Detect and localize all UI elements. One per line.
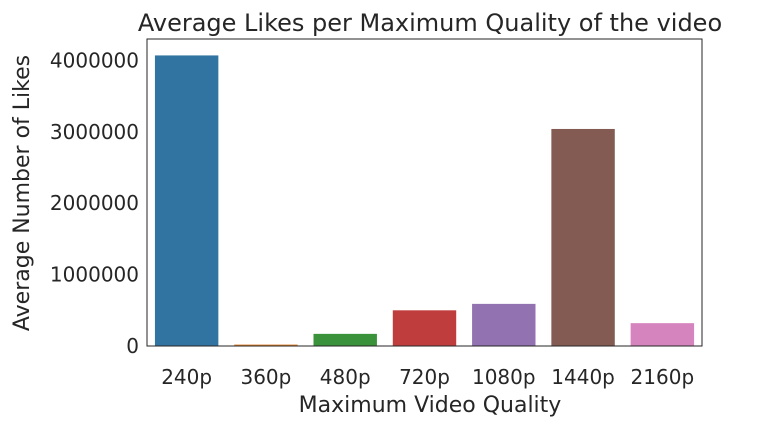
bar-2160p: [630, 323, 695, 346]
y-tick-label: 2000000: [50, 191, 139, 215]
x-tick-label: 1080p: [472, 365, 536, 389]
y-axis-label: Average Number of Likes: [10, 55, 35, 331]
x-tick-label: 480p: [320, 365, 371, 389]
bar-720p: [392, 310, 457, 346]
bar-1080p: [472, 303, 536, 346]
x-tick-label: 360p: [240, 365, 291, 389]
x-tick-label: 240p: [161, 365, 212, 389]
plot-area: 0 1000000 2000000 3000000 4000000 240p 360p 480…: [50, 38, 703, 389]
chart-title: Average Likes per Maximum Quality of the…: [138, 9, 722, 37]
bar-360p: [234, 344, 298, 346]
x-tick-label: 1440p: [551, 365, 615, 389]
plot-frame: [146, 38, 703, 347]
x-tick-label: 720p: [399, 365, 450, 389]
y-tick-label: 4000000: [50, 48, 139, 72]
bar-480p: [313, 333, 377, 346]
y-tick-label: 1000000: [50, 263, 139, 287]
y-tick-label: 3000000: [50, 120, 139, 144]
x-axis-label: Maximum Video Quality: [299, 393, 562, 418]
y-tick-label: 0: [126, 334, 139, 358]
bar-240p: [154, 55, 219, 346]
x-tick-label: 2160p: [631, 365, 695, 389]
bar-1440p: [551, 128, 615, 346]
